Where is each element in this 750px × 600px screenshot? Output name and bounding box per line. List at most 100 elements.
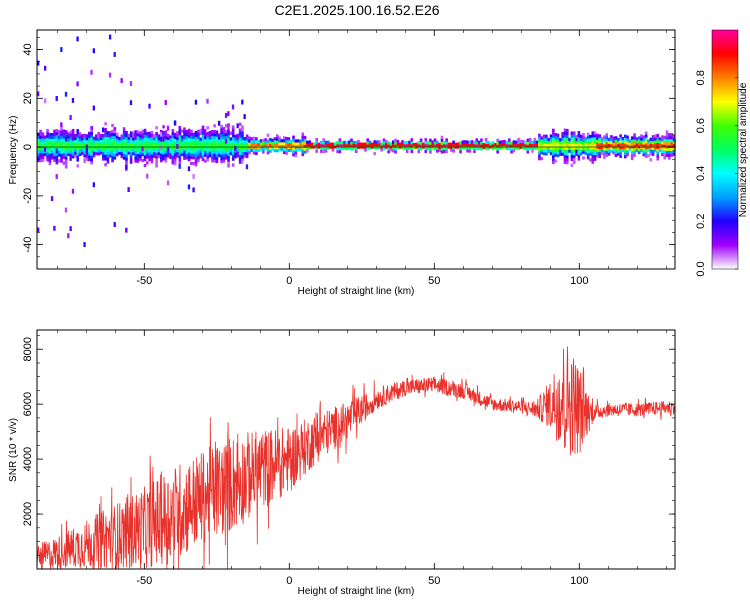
spectrogram-cell	[526, 138, 530, 142]
spectrogram-outlier	[166, 146, 170, 152]
spectrogram-outlier	[148, 103, 151, 109]
spectrogram-cell	[88, 140, 91, 144]
spectrogram-cell	[125, 131, 128, 135]
spectrogram-cell	[507, 138, 511, 142]
spectrogram-cell	[157, 143, 161, 147]
spectrogram-cell	[206, 134, 209, 139]
spectrogram-cell	[180, 129, 184, 133]
spectrogram-cell	[90, 146, 93, 150]
spectrogram-cell	[577, 151, 581, 155]
spectrogram-cell	[649, 158, 653, 162]
spectrogram-outlier	[192, 174, 195, 179]
spectrogram-cell	[559, 138, 562, 142]
spectrogram-cell	[43, 153, 47, 157]
spectrogram-cell	[310, 142, 314, 146]
spectrogram-cell	[596, 151, 599, 155]
spectrogram-cell	[526, 141, 530, 145]
spectrogram-cell	[97, 146, 100, 150]
spectrogram-cell	[607, 146, 611, 150]
spectrogram-cell	[440, 135, 444, 139]
spectrogram-cell	[127, 133, 131, 138]
spectrogram-cell	[315, 140, 319, 145]
spectrogram-cell	[338, 144, 342, 148]
spectrogram-cell	[122, 150, 126, 154]
spectrogram-cell	[287, 145, 291, 150]
spectrogram-cell	[282, 139, 286, 143]
spectrogram-cell	[69, 144, 73, 149]
spectrogram-cell	[134, 159, 138, 163]
spectrogram-cell	[101, 154, 105, 158]
spectrogram-cell	[213, 138, 216, 143]
spectrogram-cell	[524, 146, 527, 151]
spectrogram-cell	[405, 146, 409, 151]
spectrogram-cell	[382, 138, 386, 142]
spectrogram-cell	[192, 144, 196, 148]
spectrogram-cell	[665, 150, 669, 155]
spectrogram-cell	[50, 144, 54, 148]
spectrogram-cell	[115, 141, 119, 145]
spectrogram-cell	[157, 146, 161, 150]
spectrogram-cell	[668, 156, 671, 160]
spectrogram-cell	[475, 138, 479, 142]
spectrogram-cell	[90, 155, 93, 159]
top-x-ticks: -50 0 50 100	[56, 30, 667, 287]
spectrogram-cell	[139, 154, 142, 158]
spectrogram-cell	[197, 159, 200, 163]
spectrogram-cell	[269, 143, 272, 147]
spectrogram-cell	[491, 146, 495, 151]
spectrogram-cell	[148, 155, 151, 159]
spectrogram-cell	[248, 139, 251, 143]
spectrogram-cell	[39, 141, 42, 145]
spectrogram-outlier	[76, 81, 79, 87]
spectrogram-cell	[345, 146, 349, 151]
spectrogram-cell	[206, 155, 209, 159]
spectrogram-cell	[162, 131, 165, 135]
spectrogram-cell	[213, 159, 216, 163]
spectrogram-cell	[238, 137, 242, 141]
spectrogram-cell	[78, 141, 82, 145]
spectrogram-cell	[565, 149, 569, 153]
spectrogram-cell	[146, 134, 149, 139]
spectrogram-cell	[243, 137, 247, 141]
spectrogram-cell	[220, 130, 223, 135]
spectrogram-cell	[222, 135, 226, 140]
spectrogram-cell	[565, 140, 569, 144]
spectrogram-cell	[197, 141, 200, 145]
spectrogram-cell	[199, 143, 203, 147]
spectrogram-cell	[132, 149, 135, 153]
spectrogram-cell	[470, 140, 474, 144]
spectrogram-cell	[354, 143, 358, 148]
spectrogram-cell	[285, 151, 288, 155]
spectrogram-cell	[180, 141, 184, 145]
spectrogram-cell	[521, 145, 525, 150]
spectrogram-cell	[565, 128, 569, 133]
spectrogram-outlier	[37, 91, 40, 97]
spectrogram-cell	[257, 145, 261, 150]
spectrogram-cell	[396, 139, 400, 144]
y-tick-label: -40	[22, 237, 34, 253]
spectrogram-cell	[53, 129, 56, 133]
spectrogram-cell	[217, 150, 221, 155]
spectrogram-cell	[141, 153, 145, 157]
spectrogram-cell	[213, 132, 216, 137]
spectrogram-cell	[324, 146, 328, 150]
spectrogram-cell	[238, 128, 242, 132]
spectrogram-cell	[136, 141, 140, 146]
spectrogram-cell	[185, 144, 189, 148]
spectrogram-cell	[146, 132, 149, 136]
spectrogram-cell	[579, 152, 583, 156]
spectrogram-cell	[220, 136, 223, 140]
spectrogram-cell	[487, 143, 490, 147]
spectrogram-cell	[201, 148, 205, 153]
spectrogram-cell	[403, 146, 407, 151]
spectrogram-cell	[672, 149, 676, 153]
chart-title: C2E1.2025.100.16.52.E26	[274, 2, 439, 18]
spectrogram-cell	[278, 142, 281, 146]
spectrogram-cell	[60, 138, 63, 143]
spectrogram-cell	[211, 153, 214, 157]
spectrogram-cell	[164, 153, 168, 157]
spectrogram-cell	[57, 133, 61, 137]
y-tick-label: 8000	[22, 337, 34, 361]
spectrogram-cell	[139, 137, 142, 141]
